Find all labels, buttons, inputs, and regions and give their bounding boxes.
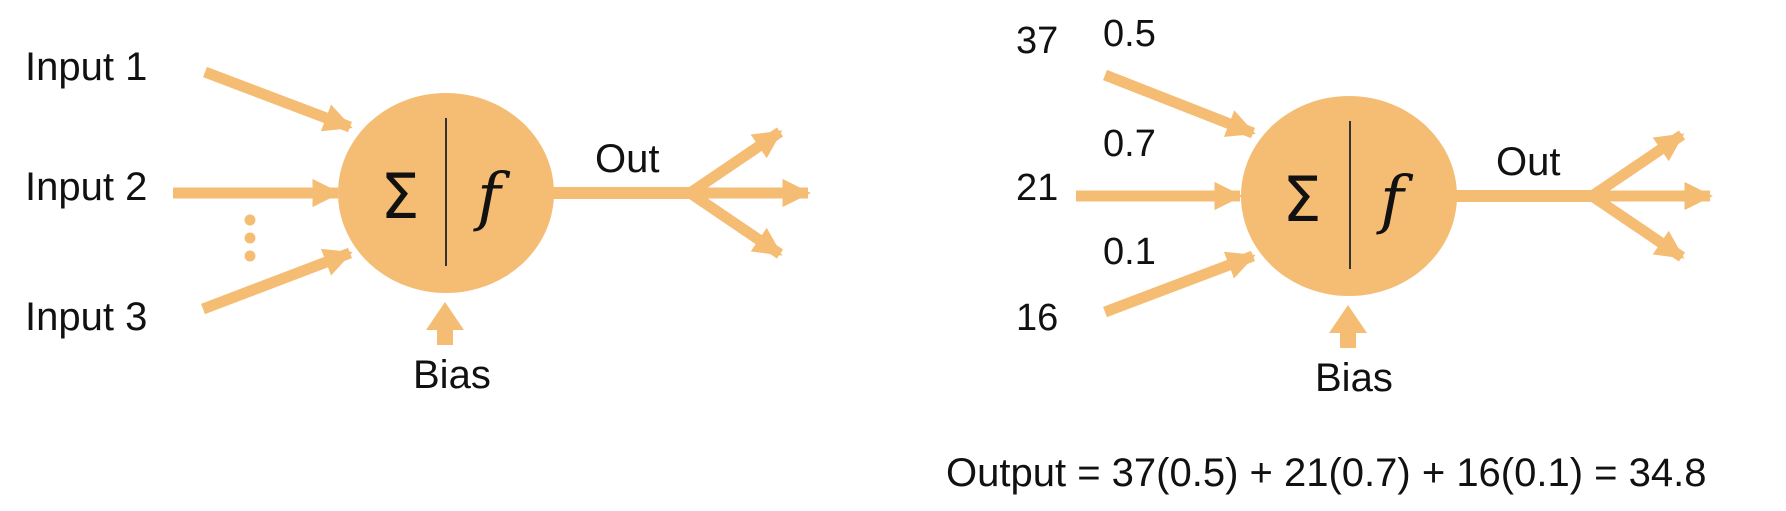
more-inputs-dots [244,214,256,262]
example-sum-symbol: Σ [1282,163,1321,236]
example-input-1-arrow [1102,69,1256,139]
input-3-arrow [201,247,353,315]
example-bias-label: Bias [1315,356,1393,400]
sum-symbol: Σ [380,160,419,233]
example-input-3-value: 16 [1016,297,1058,339]
bias-arrow [426,302,464,345]
neuron-example: Σ f 37 21 16 0.5 0.7 0.1 Out Bias Output… [946,13,1713,495]
input-2-label: Input 2 [25,165,147,209]
example-output-arrow-down [1588,191,1686,262]
example-weight-3: 0.1 [1103,231,1156,273]
input-1-label: Input 1 [25,45,147,89]
output-arrow-up [686,127,784,198]
example-weight-2: 0.7 [1103,123,1156,165]
example-output-label: Out [1496,140,1560,184]
neuron-generic: Σ f Input 1 Input 2 Input 3 Out Bias [25,45,811,397]
output-arrow-down [686,188,784,259]
output-formula: Output = 37(0.5) + 21(0.7) + 16(0.1) = 3… [946,451,1707,495]
example-input-1-value: 37 [1016,20,1058,62]
example-weight-1: 0.5 [1103,13,1156,55]
input-1-arrow [203,66,353,133]
example-output-arrow-up [1588,130,1686,201]
bias-label: Bias [413,353,491,397]
output-label: Out [595,137,659,181]
input-3-label: Input 3 [25,295,147,339]
example-input-3-arrow [1103,250,1256,318]
example-input-2-value: 21 [1016,167,1058,209]
example-bias-arrow [1329,305,1367,348]
